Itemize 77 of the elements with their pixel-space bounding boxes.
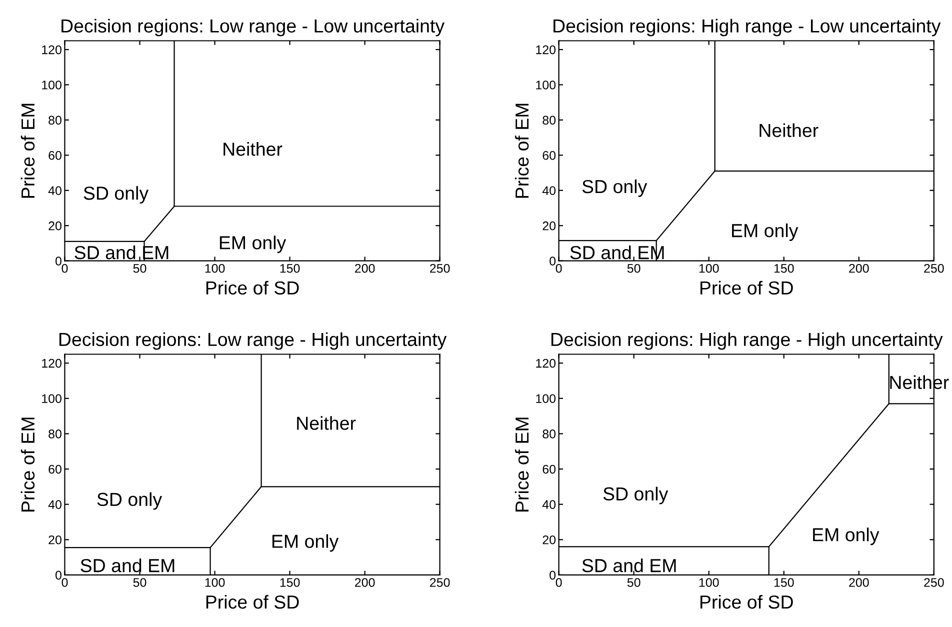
- y-tick-label: 60: [542, 464, 556, 474]
- x-tick-label: 200: [849, 578, 869, 587]
- x-tick-label: 100: [205, 578, 225, 587]
- y-tick-label: 80: [48, 430, 62, 438]
- y-tick-label: 60: [542, 150, 556, 160]
- y-tick-label: 80: [542, 116, 556, 125]
- y-axis-title: Price of EM: [20, 418, 35, 512]
- y-tick-label: 60: [48, 150, 62, 160]
- y-tick-label: 0: [550, 256, 556, 266]
- x-axis-title: Price of SD: [206, 280, 299, 295]
- annotation: SD only: [97, 492, 162, 510]
- x-tick-label: 250: [924, 578, 944, 587]
- y-tick-label: 120: [536, 358, 556, 368]
- x-tick-label: 50: [627, 578, 640, 587]
- annotation: Neither: [760, 123, 818, 138]
- y-tick-label: 100: [536, 80, 556, 90]
- y-tick-label: 0: [550, 570, 556, 580]
- y-axis-title: Price of EM: [514, 418, 529, 512]
- y-tick-label: 40: [542, 500, 556, 509]
- chart-title: Decision regions: High range - Low uncertainty: [554, 18, 941, 36]
- annotation: SD only: [603, 486, 668, 504]
- x-tick-label: 100: [699, 264, 719, 273]
- annotation: SD only: [582, 179, 648, 197]
- y-tick-label: 100: [42, 394, 62, 404]
- y-tick-label: 120: [536, 45, 556, 54]
- annotation: Neither: [224, 142, 282, 156]
- y-tick-label: 0: [55, 256, 62, 266]
- annotation: Neither: [297, 416, 356, 430]
- x-tick-label: 100: [205, 264, 225, 273]
- x-tick-label: 0: [556, 578, 562, 587]
- annotation: EM only: [813, 528, 880, 546]
- x-tick-label: 250: [430, 264, 450, 273]
- x-tick-label: 150: [774, 264, 794, 273]
- annotation: SD only: [84, 186, 149, 204]
- x-tick-label: 50: [133, 578, 146, 587]
- y-tick-label: 40: [542, 186, 556, 196]
- x-tick-label: 0: [556, 264, 562, 273]
- annotation: SD and EM: [80, 558, 174, 572]
- y-tick-label: 40: [48, 500, 62, 509]
- x-tick-label: 0: [62, 264, 68, 273]
- chart-title: Decision regions: Low range - Low uncertainty: [62, 18, 445, 36]
- x-tick-label: 250: [430, 578, 450, 587]
- x-tick-label: 100: [699, 578, 719, 587]
- x-axis-title: Price of SD: [700, 594, 793, 609]
- x-tick-label: 200: [355, 264, 375, 273]
- x-tick-label: 250: [924, 264, 944, 273]
- x-tick-label: 150: [774, 578, 794, 587]
- y-tick-label: 120: [42, 358, 62, 368]
- y-tick-label: 80: [48, 116, 62, 125]
- y-axis-title: Price of EM: [514, 104, 529, 198]
- x-tick-label: 50: [627, 264, 640, 273]
- y-tick-label: 60: [48, 464, 62, 474]
- y-tick-label: 20: [48, 535, 62, 544]
- y-tick-label: 20: [542, 535, 556, 544]
- x-tick-label: 150: [280, 264, 300, 273]
- x-tick-label: 200: [849, 264, 869, 273]
- y-tick-label: 20: [542, 221, 556, 230]
- x-tick-label: 0: [62, 578, 68, 587]
- x-tick-label: 150: [280, 578, 300, 587]
- y-tick-label: 100: [536, 394, 556, 404]
- y-tick-label: 40: [48, 186, 62, 196]
- y-tick-label: 100: [42, 80, 62, 90]
- annotation: SD and EM: [582, 558, 676, 572]
- chart-title: Decision regions: High range - High uncertainty: [551, 332, 943, 350]
- annotation: EM only: [272, 534, 339, 552]
- x-axis-title: Price of SD: [206, 594, 299, 609]
- x-axis-title: Price of SD: [700, 280, 793, 295]
- annotation: EM only: [732, 223, 798, 241]
- annotation: EM only: [220, 236, 286, 254]
- y-tick-label: 0: [55, 570, 62, 580]
- x-tick-label: 200: [355, 578, 375, 587]
- y-tick-label: 80: [542, 430, 556, 438]
- y-axis-title: Price of EM: [20, 104, 35, 198]
- y-tick-label: 120: [42, 45, 62, 54]
- chart-title: Decision regions: Low range - High uncertainty: [59, 332, 447, 350]
- y-tick-label: 20: [48, 221, 62, 230]
- x-tick-label: 50: [133, 264, 146, 273]
